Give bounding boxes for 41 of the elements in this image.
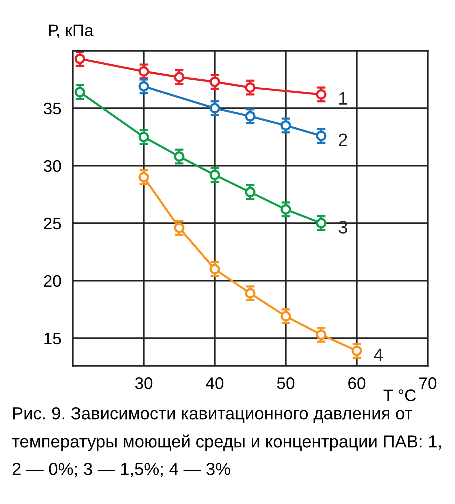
point [316, 218, 327, 229]
point [138, 66, 150, 77]
x-tick-label: 40 [206, 378, 224, 390]
y-tick-label: 25 [44, 218, 62, 230]
point [138, 132, 150, 142]
x-tick-label: 60 [348, 378, 366, 390]
point [74, 54, 86, 64]
y-axis-title: Р, кПа [49, 24, 94, 38]
point [245, 288, 256, 299]
x-tick-label: 50 [277, 378, 295, 390]
point [245, 111, 256, 122]
point [352, 346, 362, 356]
point [245, 82, 256, 94]
y-tick-label: 20 [44, 275, 62, 288]
point [245, 187, 256, 198]
point [138, 81, 150, 92]
point [316, 130, 327, 142]
series-label: 1 [340, 92, 348, 105]
point [210, 103, 220, 114]
x-tick-label: 70 [420, 378, 437, 390]
x-tick-label: 30 [135, 378, 153, 390]
series-label: 2 [339, 134, 348, 146]
point [210, 76, 220, 88]
x-axis-title: T °C [384, 390, 416, 402]
point [138, 172, 150, 183]
y-tick-label: 35 [44, 102, 62, 115]
point [316, 330, 327, 340]
point [174, 151, 185, 162]
text: Рис. 9. Зависимости кавитационного давления от температуры моющей среды и концентрации ПАВ: 1, 2 — 0%; 3 — 1,5%; 4 — 3% [12, 407, 441, 478]
point [316, 89, 327, 100]
y-tick-label: 15 [44, 332, 62, 345]
y-tick-label: 30 [44, 160, 62, 172]
point [280, 120, 292, 132]
point [210, 264, 220, 275]
point [280, 311, 292, 322]
point [210, 170, 220, 180]
point [174, 222, 185, 234]
series-label: 4 [374, 348, 384, 362]
point [74, 87, 86, 98]
point [174, 72, 185, 83]
point [280, 204, 292, 215]
